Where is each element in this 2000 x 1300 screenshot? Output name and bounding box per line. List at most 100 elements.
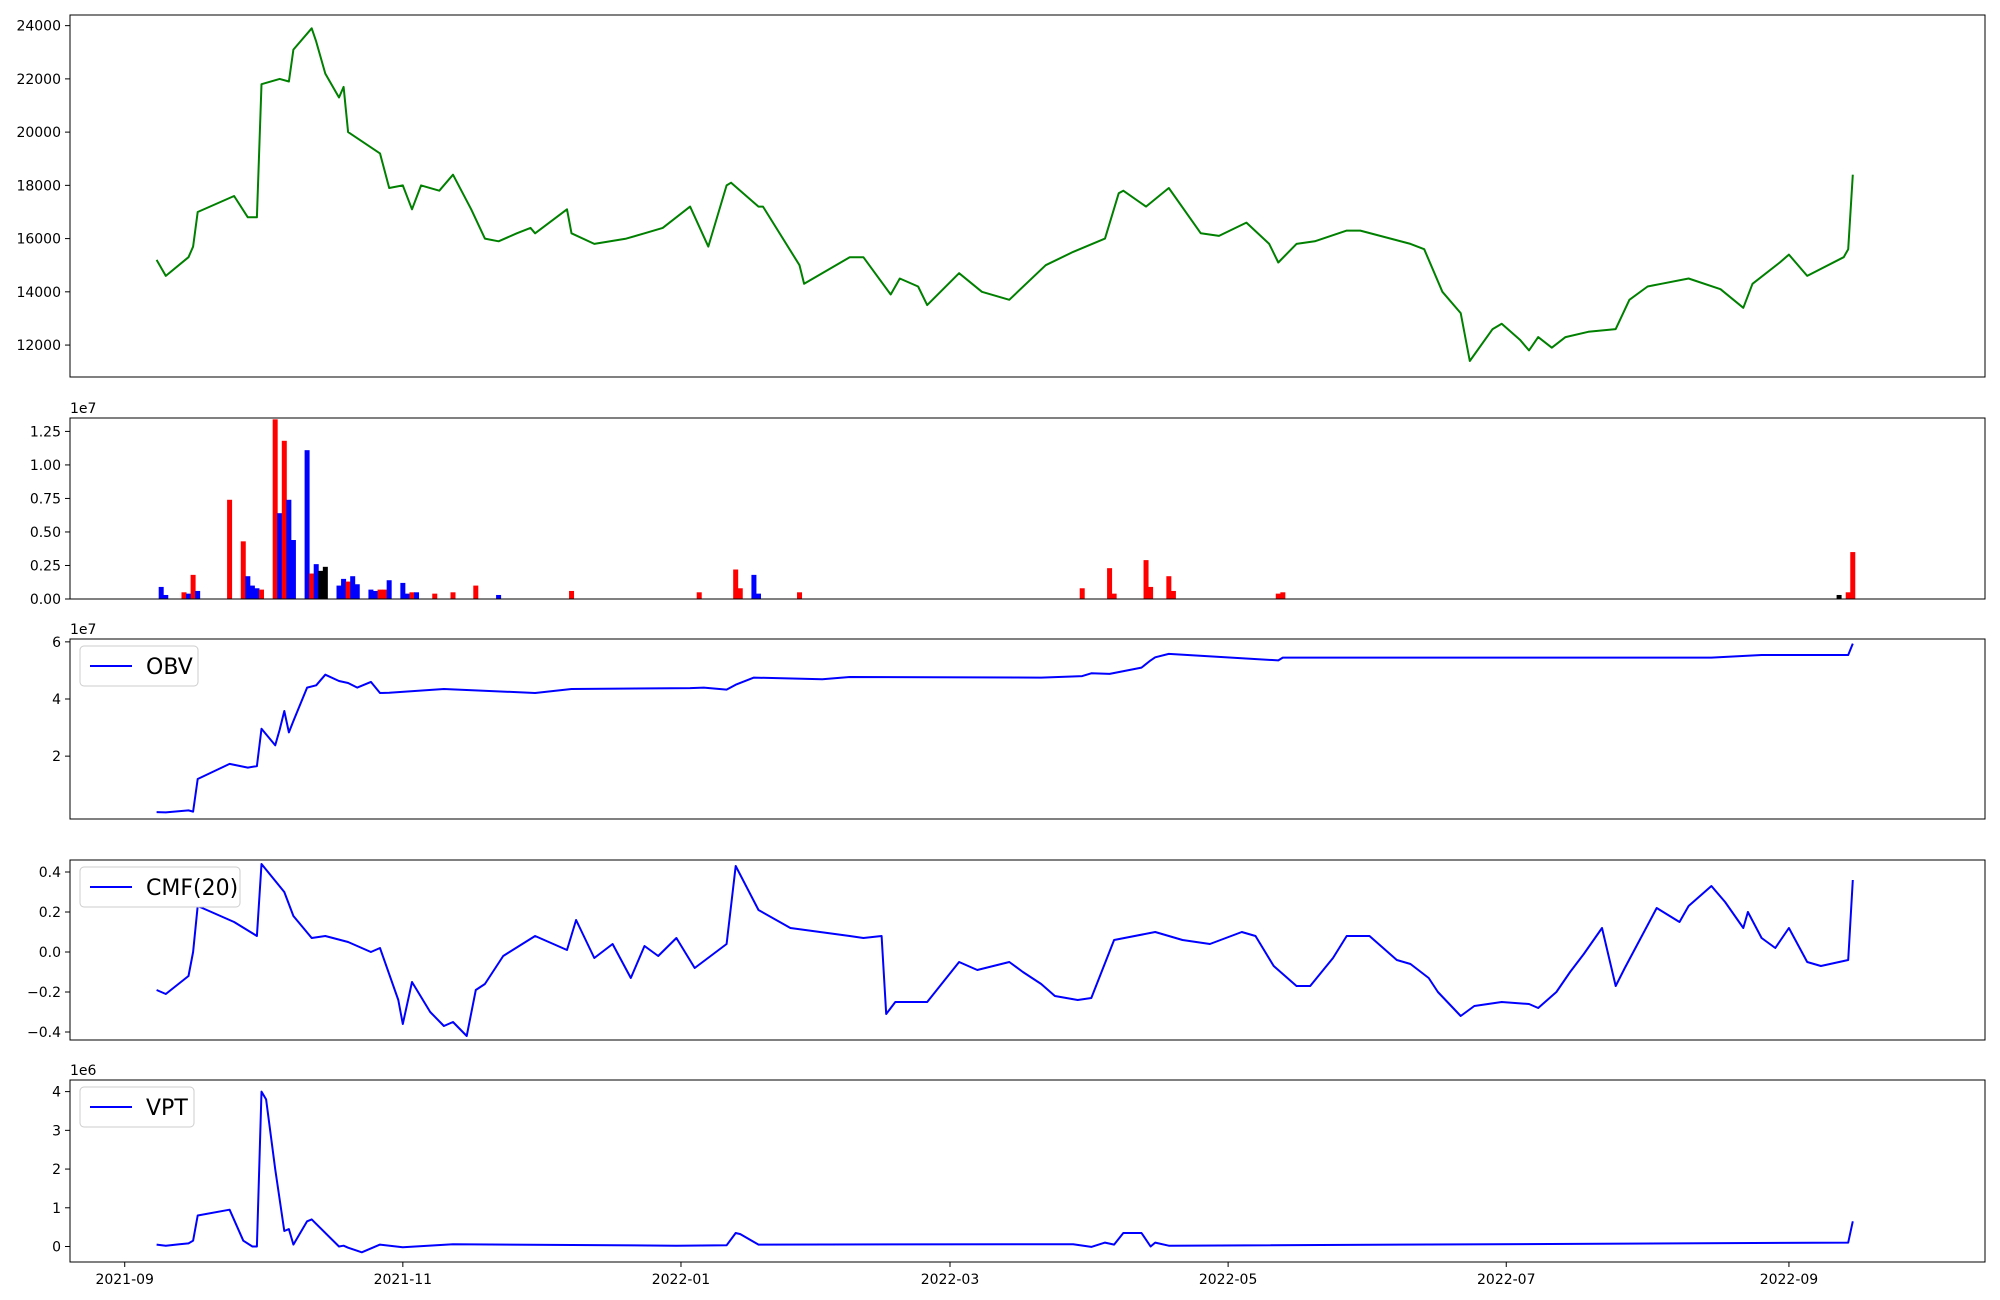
volume-panel-frame [69,417,1986,600]
volume-bar [354,584,360,599]
vpt-y-tick-label: 0 [52,1240,61,1256]
volume-bar [281,440,287,599]
obv-y-tick-label: 2 [52,749,61,765]
volume-y-tick-label: 1.00 [30,458,61,474]
volume-bar [1836,594,1842,599]
price-panel: 12000 14000 16000 18000 20000 22000 24000 [16,14,1986,378]
price-y-tick-label: 14000 [16,285,61,301]
volume-bar [227,499,233,599]
price-y-tick-label: 18000 [16,178,61,194]
volume-bar [496,594,502,599]
obv-series-line [156,643,1854,814]
cmf-line [156,863,1854,1037]
obv-legend-box [79,645,199,687]
volume-bar [341,578,347,599]
volume-bar [272,419,278,599]
volume-bar [186,593,192,599]
volume-bar [254,588,260,599]
cmf-y-tick-label: 0.2 [39,905,61,921]
vpt-series-line [156,1090,1854,1254]
volume-bar [190,574,196,599]
vpt-y-tick-label: 1 [52,1201,61,1217]
vpt-legend-label: VPT [146,1096,188,1121]
obv-offset-text: 1e7 [70,622,96,638]
cmf-legend: CMF(20) [79,866,241,908]
volume-y-tick-label: 0.75 [30,491,61,507]
volume-bar [737,588,743,599]
price-y-tick-label: 12000 [16,338,61,354]
obv-panel-frame [69,638,1986,820]
price-panel-frame [69,14,1986,378]
volume-bar [372,590,378,599]
volume-bar [1275,593,1281,599]
cmf-panel: −0.4 −0.2 0.0 0.2 0.4 CMF(20) [27,859,1986,1041]
volume-bar [1111,593,1117,599]
volume-y-tick-label: 0.50 [30,525,61,541]
obv-y-tick-label: 4 [52,692,61,708]
volume-bar [195,590,201,599]
volume-bar [350,576,356,599]
volume-bar [755,593,761,599]
cmf-panel-frame [69,859,1986,1041]
x-tick-label: 2022-09 [1760,1272,1819,1288]
volume-bar [249,585,255,599]
volume-bar [163,594,169,599]
vpt-y-axis: 0 1 2 3 4 [52,1085,70,1256]
volume-y-tick-label: 0.00 [30,592,61,608]
volume-bar [240,541,246,599]
vpt-legend: VPT [79,1086,195,1128]
price-y-tick-label: 22000 [16,72,61,88]
volume-bar [414,592,420,599]
volume-bar [1280,592,1286,599]
price-series-line [155,27,1854,362]
vpt-offset-text: 1e6 [70,1063,97,1079]
volume-bar [318,570,324,599]
volume-bar [377,589,383,599]
volume-bar [1107,568,1113,599]
volume-bar [1166,576,1172,599]
volume-panel: 0.00 0.25 0.50 0.75 1.00 1.25 1e7 [30,401,1986,608]
volume-bar [368,589,374,599]
volume-bar [432,593,438,599]
volume-bar [409,592,415,599]
volume-y-tick-label: 1.25 [30,424,61,440]
volume-bar [259,589,264,599]
cmf-y-tick-label: −0.2 [27,985,61,1001]
volume-bar [1079,588,1085,599]
obv-y-axis: 2 4 6 [52,635,70,765]
volume-bar [450,592,456,599]
volume-bar [322,566,328,599]
x-tick-label: 2021-09 [95,1272,154,1288]
volume-bar [158,586,164,599]
obv-y-tick-label: 6 [52,635,61,651]
volume-bar [797,592,803,599]
volume-bar [733,569,739,599]
vpt-y-tick-label: 4 [52,1085,61,1101]
volume-bar [1845,592,1851,599]
cmf-y-axis: −0.4 −0.2 0.0 0.2 0.4 [27,865,70,1041]
vpt-panel-frame [69,1079,1986,1263]
obv-legend: OBV [79,645,199,687]
obv-legend-label: OBV [146,655,193,680]
volume-bars [158,419,1856,599]
cmf-legend-label: CMF(20) [146,876,238,901]
cmf-y-tick-label: 0.4 [39,865,61,881]
volume-bar [336,585,342,599]
x-axis: 2021-09 2021-11 2022-01 2022-03 2022-05 2022-… [95,1262,1818,1288]
price-y-tick-label: 20000 [16,125,61,141]
volume-y-axis: 0.00 0.25 0.50 0.75 1.00 1.25 [30,424,70,608]
volume-y-tick-label: 0.25 [30,558,61,574]
cmf-y-tick-label: −0.4 [27,1025,61,1041]
price-y-axis: 12000 14000 16000 18000 20000 22000 24000 [16,19,70,354]
volume-bar [345,581,351,599]
volume-offset-text: 1e7 [70,401,96,417]
volume-bar [181,592,187,599]
x-tick-label: 2022-03 [921,1272,980,1288]
vpt-panel: 0 1 2 3 4 2021-09 2021-11 2022-01 2022-03 2022-0… [52,1063,1986,1288]
volume-bar [304,450,310,599]
volume-bar [1850,552,1856,599]
price-marks [155,27,1854,362]
vpt-legend-box [79,1086,195,1128]
